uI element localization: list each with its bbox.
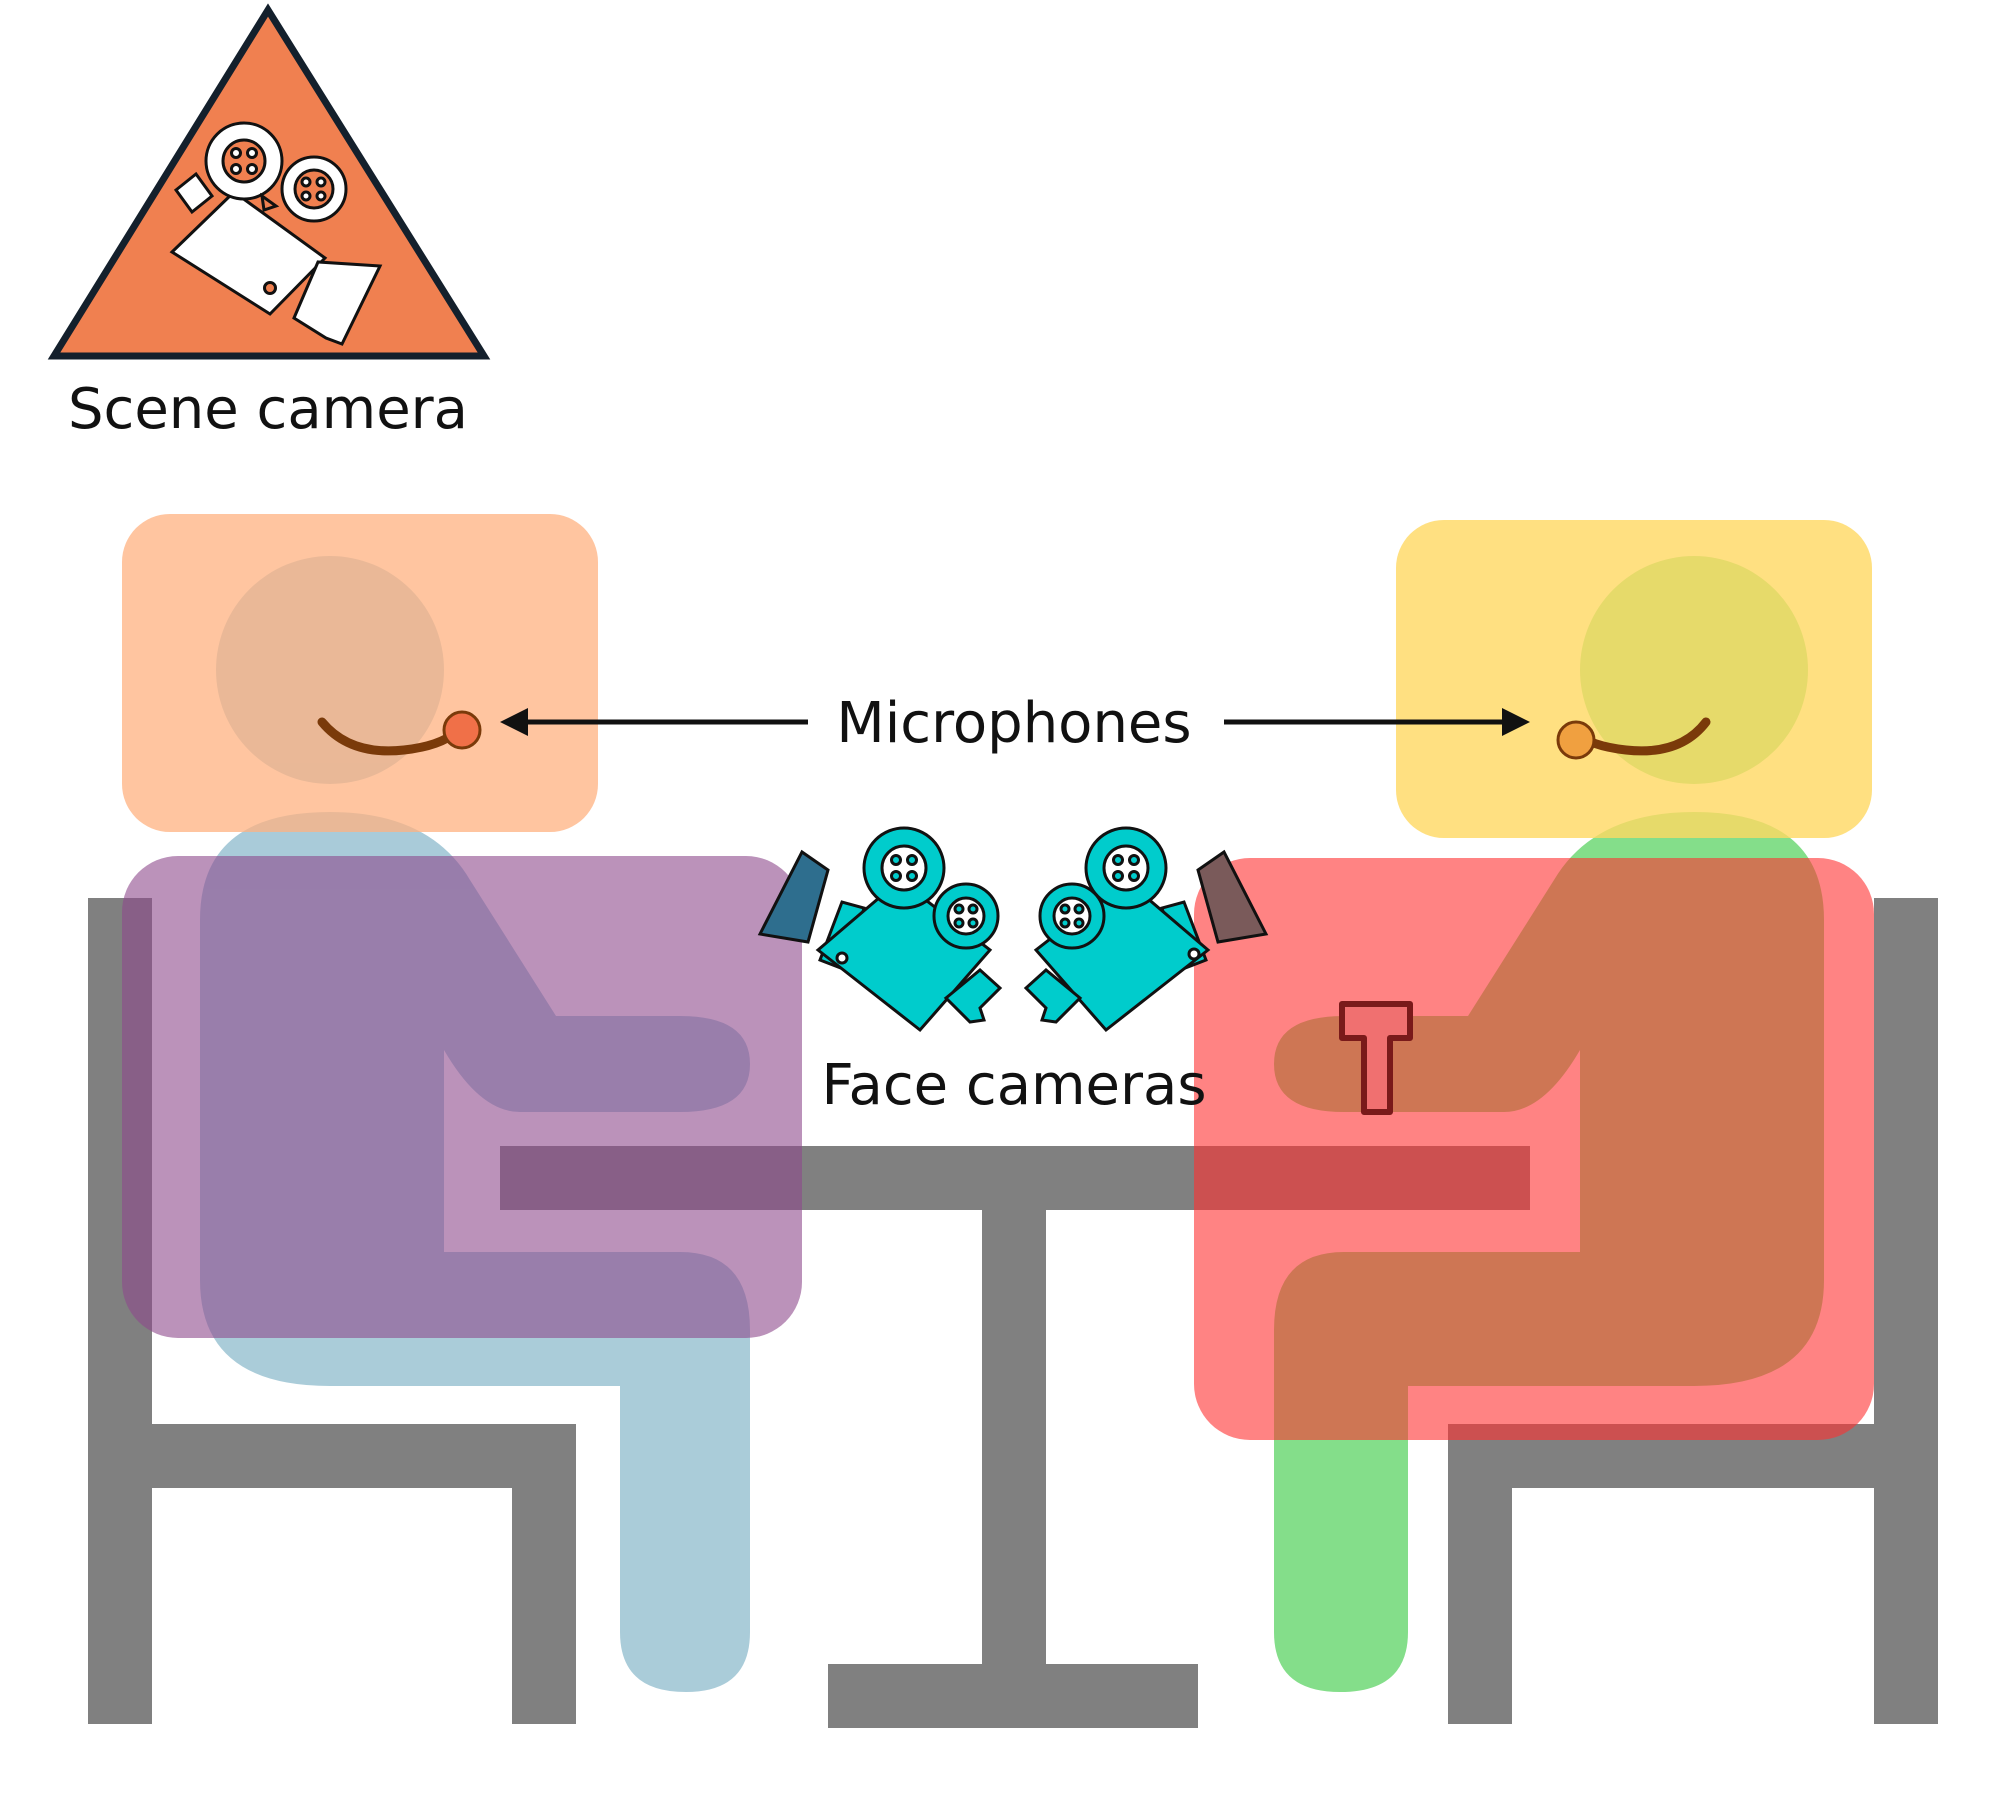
person-right [1194,520,1874,1692]
microphone-right [1556,717,1711,760]
arrow-icon [1502,708,1530,736]
person-right-body-box [1194,858,1874,1440]
face-camera-icon [757,826,1003,1033]
scene-camera-label: Scene camera [68,377,468,442]
person-right-head-box [1396,520,1872,838]
person-left-body-box [122,856,802,1338]
microphone-left [317,710,482,756]
face-cameras-label: Face cameras [821,1053,1206,1118]
microphone-icon [442,710,482,750]
right-chair-back [1874,898,1938,1724]
left-chair-leg [512,1424,576,1724]
table-stem [982,1210,1046,1666]
person-left [122,514,802,1692]
face-cameras: Face cameras [757,826,1269,1118]
table-base [828,1664,1198,1728]
microphone-icon [1556,720,1596,760]
arrow-icon [500,708,528,736]
microphones-annotation: Microphones [500,691,1530,756]
scene-camera-icon [169,121,383,346]
scene-camera: Scene camera [47,3,491,442]
person-left-head-box [122,514,598,832]
face-camera-icon [1023,826,1269,1033]
left-chair-seat [88,1424,576,1488]
right-chair-leg [1448,1424,1512,1724]
held-object [1339,1001,1413,1115]
microphones-label: Microphones [836,691,1191,756]
